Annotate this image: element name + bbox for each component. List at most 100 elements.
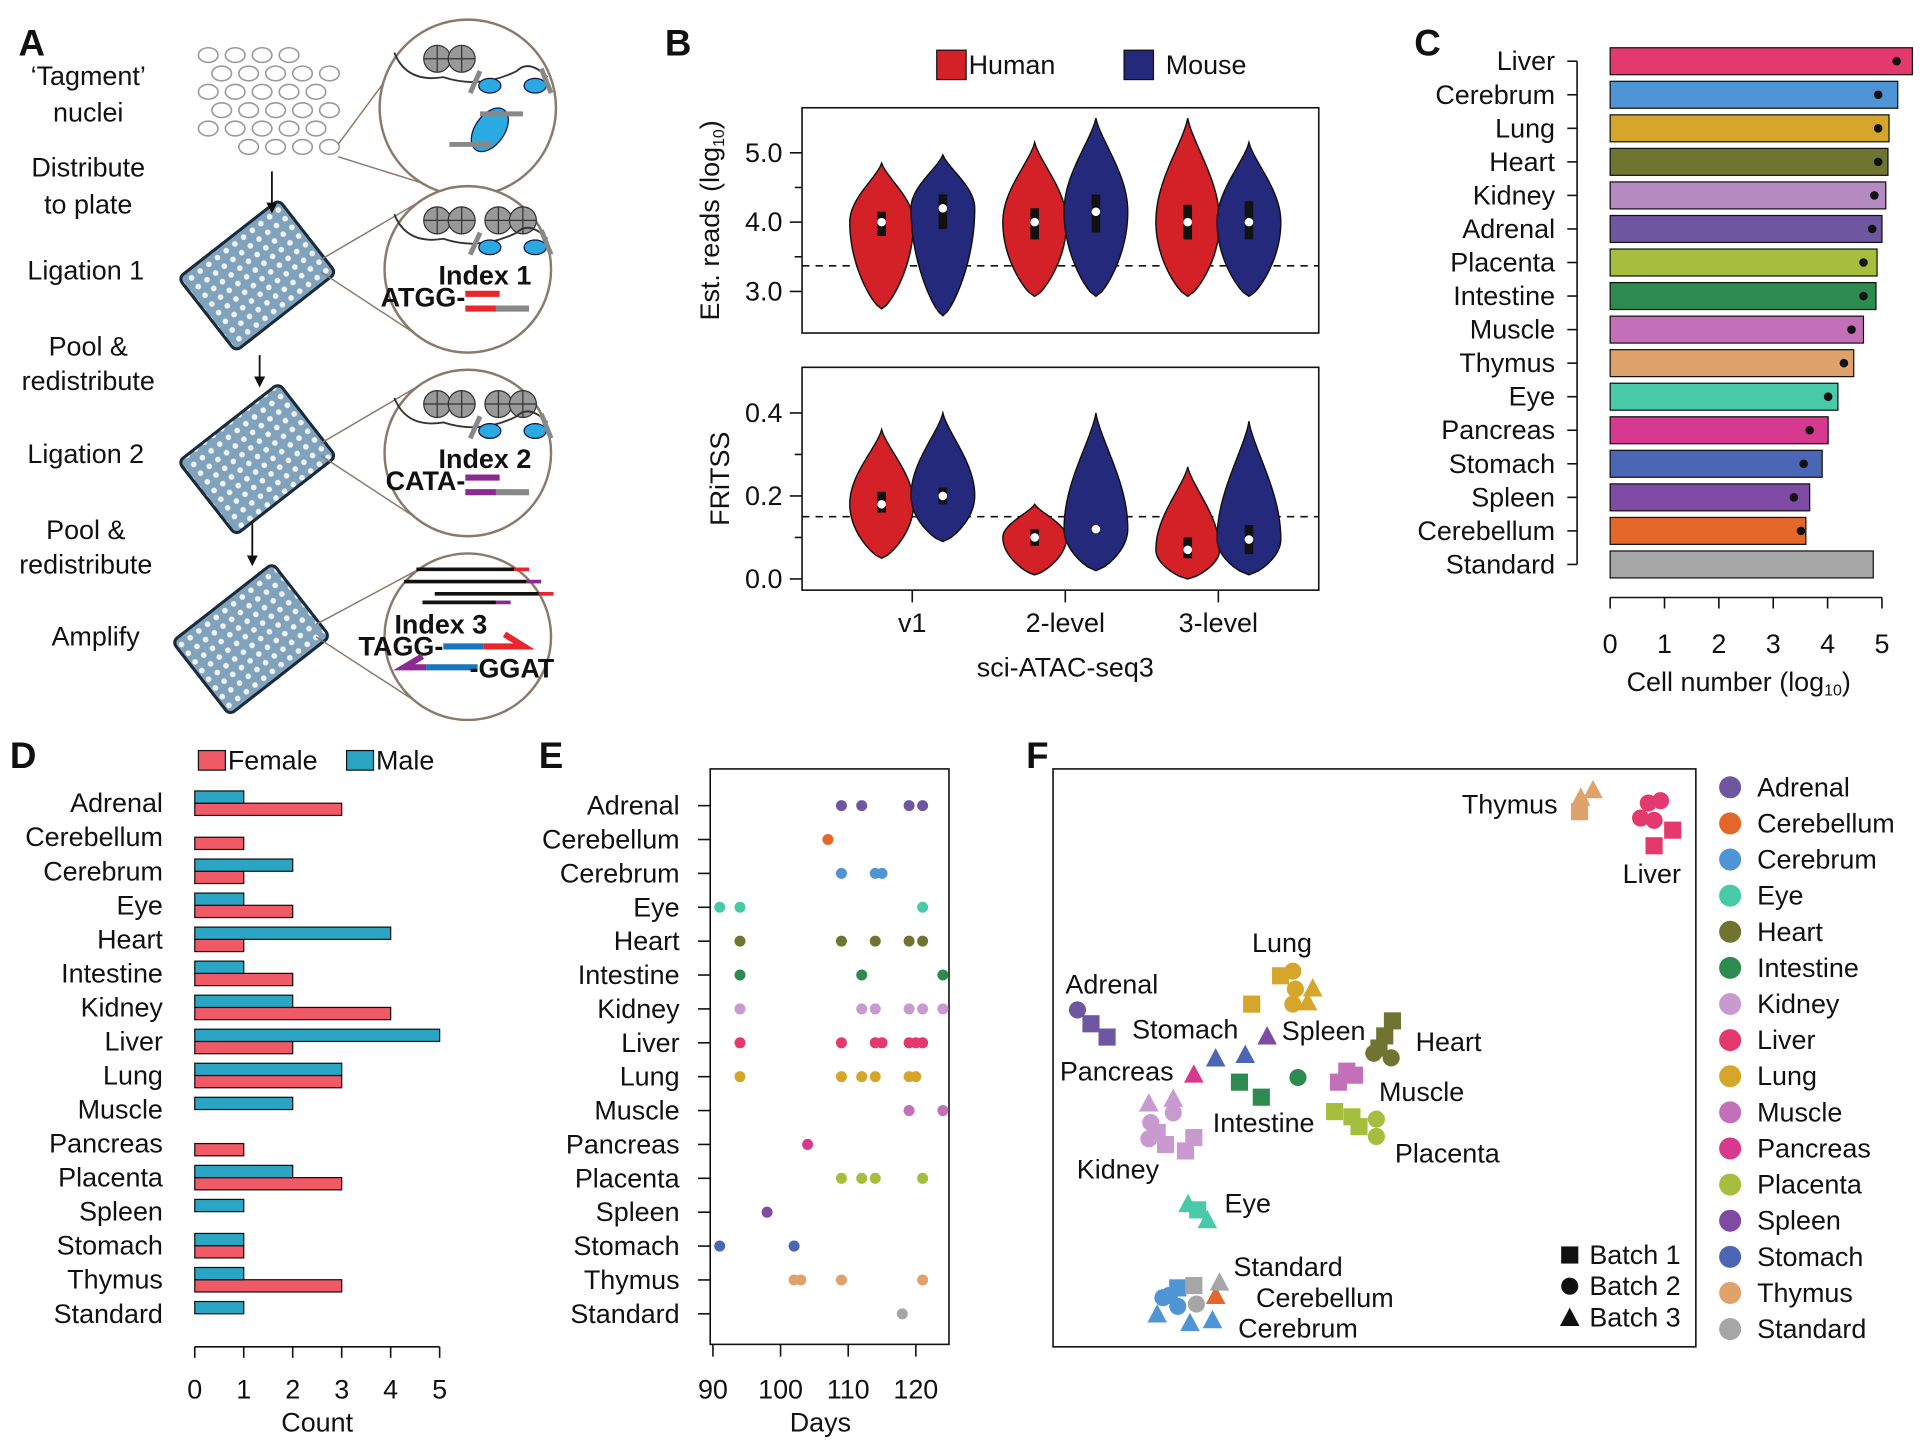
nucleus (291, 138, 314, 156)
cluster-label: Kidney (1077, 1154, 1160, 1184)
bar (1609, 550, 1874, 579)
bar (194, 836, 245, 851)
violin (849, 161, 915, 310)
bar (1609, 516, 1807, 545)
plate (173, 564, 329, 715)
y-tick-label: Pancreas (1441, 415, 1555, 445)
nucleus (251, 83, 273, 100)
y-axis-label-part: ) (695, 120, 725, 129)
bar (194, 926, 392, 940)
marker-circle (1284, 962, 1302, 980)
violin-median (938, 491, 948, 501)
dot (835, 800, 847, 812)
zoom-line (315, 636, 427, 709)
x-axis-label: sci-ATAC-seq3 (977, 652, 1154, 682)
x-axis-label: Count (281, 1408, 353, 1438)
marker-square (1664, 821, 1682, 839)
bar (194, 802, 343, 817)
y-tick-label: Adrenal (587, 791, 680, 821)
x-axis-label-part: ) (1842, 667, 1851, 697)
legend-label: Spleen (1757, 1206, 1841, 1236)
y-tick-label: 3.0 (745, 276, 782, 306)
step-label: to plate (44, 189, 132, 219)
legend-marker (1719, 1101, 1742, 1124)
marker-square (1338, 1062, 1356, 1080)
dot (734, 1003, 746, 1015)
bar (194, 1028, 441, 1043)
dot (869, 1071, 881, 1083)
bar (1609, 449, 1823, 478)
y-tick-label: Heart (614, 926, 680, 956)
x-tick-label: v1 (898, 608, 926, 638)
dot (835, 1037, 847, 1049)
marker-circle (1365, 1044, 1383, 1062)
marker-square (1098, 1028, 1116, 1046)
transposase (523, 239, 547, 256)
dot (1796, 526, 1806, 536)
nucleosome-cross (484, 390, 512, 418)
y-tick-label: Cerebellum (542, 825, 680, 855)
legend-label: Pancreas (1757, 1133, 1871, 1163)
dot (734, 901, 746, 913)
bar (1609, 281, 1877, 311)
dot (903, 1003, 915, 1015)
y-tick-label: Eye (1509, 382, 1555, 412)
legend-marker (1719, 956, 1742, 979)
bar (194, 994, 294, 1009)
step-label: redistribute (19, 549, 152, 579)
dot (734, 935, 746, 947)
step-label: nuclei (53, 98, 123, 128)
legend-swatch (936, 49, 967, 81)
dot (917, 901, 929, 913)
bar (194, 1074, 343, 1089)
y-axis-label: FRiTSS (705, 432, 735, 526)
legend-label: Stomach (1757, 1242, 1863, 1272)
transposase (478, 423, 502, 439)
violin-median (877, 499, 886, 509)
cluster-label: Stomach (1132, 1015, 1238, 1045)
cluster-label: Thymus (1462, 789, 1558, 819)
legend-marker (1719, 1245, 1742, 1268)
legend-label: Standard (1757, 1314, 1866, 1344)
marker-square (1645, 837, 1663, 855)
legend-swatch (345, 749, 375, 771)
y-tick-label: Standard (570, 1299, 679, 1329)
marker-triangle (1297, 992, 1318, 1011)
y-tick-label: Kidney (597, 994, 680, 1024)
legend-label: Female (228, 745, 318, 775)
legend-marker (1719, 920, 1742, 943)
panel-letter: D (10, 735, 37, 776)
marker-circle (1140, 1130, 1158, 1148)
y-axis-label-part: FRiTSS (705, 432, 735, 526)
bar (194, 1142, 245, 1157)
violin (1155, 466, 1221, 580)
dot (1873, 90, 1883, 100)
panel-letter: A (18, 22, 45, 63)
y-tick-label: Heart (97, 924, 163, 954)
marker-circle (1286, 980, 1304, 998)
dot (910, 1071, 922, 1083)
zoom-line (315, 566, 423, 626)
marker-square (1230, 1073, 1249, 1091)
legend-label: Muscle (1757, 1097, 1842, 1127)
y-tick-label: Pancreas (49, 1129, 163, 1159)
bar (1609, 382, 1839, 411)
marker-circle (1169, 1297, 1187, 1315)
legend-marker (1719, 992, 1742, 1016)
violin-median (1183, 545, 1193, 555)
bar (194, 870, 245, 885)
dot (903, 1105, 915, 1117)
x-tick-label: 90 (698, 1375, 728, 1405)
legend-label: Heart (1757, 917, 1823, 947)
legend-label: Cerebrum (1757, 845, 1877, 875)
legend-marker (1719, 776, 1742, 799)
index-seq: ATGG- (381, 283, 466, 313)
nucleus (224, 83, 246, 100)
y-axis-label-part: 10 (710, 129, 727, 147)
adapter (468, 231, 483, 256)
bar (1609, 114, 1890, 143)
plot-frame (1052, 768, 1697, 1348)
legend-label: Adrenal (1757, 772, 1850, 802)
nucleus (211, 102, 233, 119)
